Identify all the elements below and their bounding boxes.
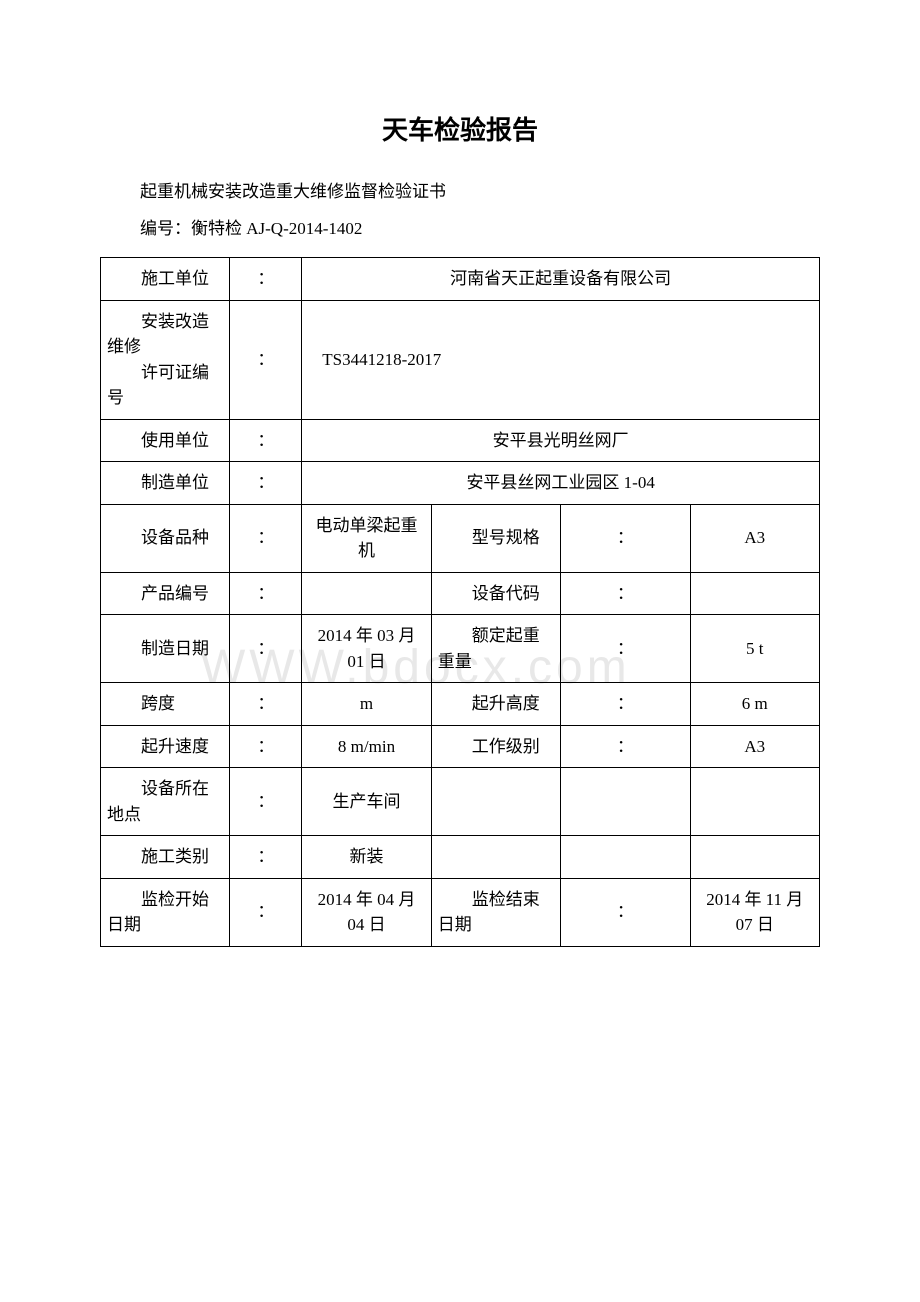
table-row: 制造日期 ： 2014 年 03 月 01 日 额定起重重量 ： 5 t xyxy=(101,615,820,683)
label-cell: 制造日期 xyxy=(101,615,230,683)
table-row: 跨度 ： m 起升高度 ： 6 m xyxy=(101,683,820,726)
label-cell: 监检开始日期 xyxy=(101,878,230,946)
label-cell: 产品编号 xyxy=(101,572,230,615)
label-line: 安装改造维修 xyxy=(107,309,223,360)
colon-cell: ： xyxy=(230,258,302,301)
label-cell: 制造单位 xyxy=(101,462,230,505)
label-cell: 跨度 xyxy=(101,683,230,726)
inspection-table: 施工单位 ： 河南省天正起重设备有限公司 安装改造维修 许可证编号 ： TS34… xyxy=(100,257,820,947)
table-row: 制造单位 ： 安平县丝网工业园区 1-04 xyxy=(101,462,820,505)
empty-cell xyxy=(431,768,560,836)
value-cell: 6 m xyxy=(690,683,819,726)
table-row: 起升速度 ： 8 m/min 工作级别 ： A3 xyxy=(101,725,820,768)
colon-cell: ： xyxy=(561,878,690,946)
value-cell xyxy=(690,572,819,615)
colon-cell: ： xyxy=(230,878,302,946)
empty-cell xyxy=(431,836,560,879)
label-cell: 起升速度 xyxy=(101,725,230,768)
label-cell: 施工单位 xyxy=(101,258,230,301)
colon-cell: ： xyxy=(230,572,302,615)
label-line: 许可证编号 xyxy=(107,360,223,411)
colon-cell: ： xyxy=(230,615,302,683)
colon-cell: ： xyxy=(230,462,302,505)
label-cell: 监检结束日期 xyxy=(431,878,560,946)
colon-cell: ： xyxy=(561,725,690,768)
colon-cell: ： xyxy=(230,683,302,726)
label-cell: 安装改造维修 许可证编号 xyxy=(101,300,230,419)
colon-cell: ： xyxy=(561,504,690,572)
label-cell: 使用单位 xyxy=(101,419,230,462)
colon-cell: ： xyxy=(230,836,302,879)
table-row: 监检开始日期 ： 2014 年 04 月 04 日 监检结束日期 ： 2014 … xyxy=(101,878,820,946)
value-cell: 5 t xyxy=(690,615,819,683)
table-row: 施工单位 ： 河南省天正起重设备有限公司 xyxy=(101,258,820,301)
colon-cell: ： xyxy=(230,725,302,768)
label-cell: 起升高度 xyxy=(431,683,560,726)
value-cell: m xyxy=(302,683,431,726)
table-row: 设备品种 ： 电动单梁起重机 型号规格 ： A3 xyxy=(101,504,820,572)
value-cell: 2014 年 11 月 07 日 xyxy=(690,878,819,946)
value-cell: A3 xyxy=(690,725,819,768)
empty-cell xyxy=(561,836,690,879)
serial-number: 编号：衡特检 AJ-Q-2014-1402 xyxy=(100,214,820,239)
label-cell: 设备品种 xyxy=(101,504,230,572)
label-cell: 施工类别 xyxy=(101,836,230,879)
value-cell: 2014 年 04 月 04 日 xyxy=(302,878,431,946)
value-cell xyxy=(302,572,431,615)
subtitle: 起重机械安装改造重大维修监督检验证书 xyxy=(100,177,820,202)
table-row: 产品编号 ： 设备代码 ： xyxy=(101,572,820,615)
colon-cell: ： xyxy=(230,768,302,836)
colon-cell: ： xyxy=(561,683,690,726)
value-cell: A3 xyxy=(690,504,819,572)
colon-cell: ： xyxy=(561,615,690,683)
label-cell: 工作级别 xyxy=(431,725,560,768)
colon-cell: ： xyxy=(230,300,302,419)
table-row: 安装改造维修 许可证编号 ： TS3441218-2017 xyxy=(101,300,820,419)
document-content: 天车检验报告 起重机械安装改造重大维修监督检验证书 编号：衡特检 AJ-Q-20… xyxy=(100,110,820,947)
table-row: 施工类别 ： 新装 xyxy=(101,836,820,879)
value-cell: 8 m/min xyxy=(302,725,431,768)
label-cell: 型号规格 xyxy=(431,504,560,572)
colon-cell: ： xyxy=(230,419,302,462)
empty-cell xyxy=(690,836,819,879)
table-row: 使用单位 ： 安平县光明丝网厂 xyxy=(101,419,820,462)
empty-cell xyxy=(690,768,819,836)
label-cell: 设备代码 xyxy=(431,572,560,615)
label-cell: 额定起重重量 xyxy=(431,615,560,683)
empty-cell xyxy=(561,768,690,836)
colon-cell: ： xyxy=(561,572,690,615)
value-cell: 2014 年 03 月 01 日 xyxy=(302,615,431,683)
table-row: 设备所在地点 ： 生产车间 xyxy=(101,768,820,836)
value-cell: 电动单梁起重机 xyxy=(302,504,431,572)
value-cell: 安平县光明丝网厂 xyxy=(302,419,820,462)
value-cell: 河南省天正起重设备有限公司 xyxy=(302,258,820,301)
page-title: 天车检验报告 xyxy=(100,110,820,147)
label-cell: 设备所在地点 xyxy=(101,768,230,836)
value-cell: 新装 xyxy=(302,836,431,879)
value-cell: 安平县丝网工业园区 1-04 xyxy=(302,462,820,505)
value-cell: TS3441218-2017 xyxy=(302,300,820,419)
value-cell: 生产车间 xyxy=(302,768,431,836)
colon-cell: ： xyxy=(230,504,302,572)
